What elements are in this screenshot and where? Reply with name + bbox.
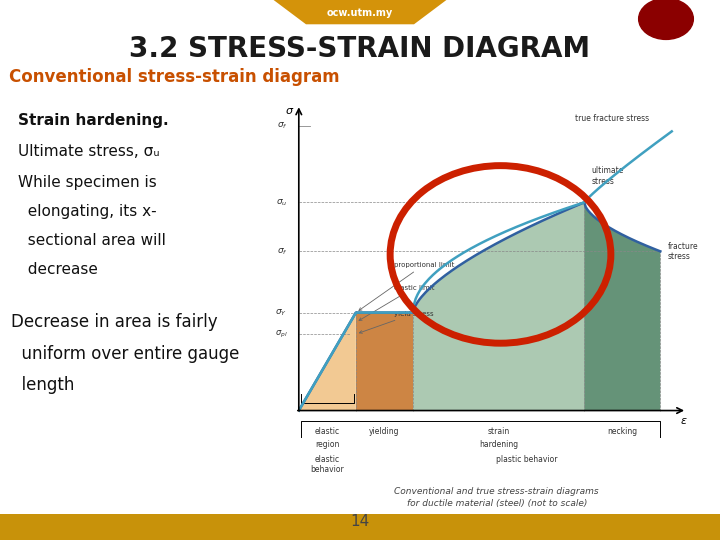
Text: σ: σ (286, 105, 293, 116)
Text: strain: strain (487, 427, 510, 436)
Text: 14: 14 (351, 514, 369, 529)
Text: elastic limit: elastic limit (359, 285, 434, 320)
Text: true fracture stress: true fracture stress (575, 114, 649, 123)
Text: decrease: decrease (18, 262, 98, 278)
Text: length: length (11, 376, 74, 394)
Text: Ultimate stress, σᵤ: Ultimate stress, σᵤ (18, 144, 160, 159)
Text: 3.2 STRESS-STRAIN DIAGRAM: 3.2 STRESS-STRAIN DIAGRAM (130, 35, 590, 63)
Text: Conventional and true stress-strain diagrams
for ductile material (steel) (not t: Conventional and true stress-strain diag… (395, 487, 599, 508)
Text: ocw.utm.my: ocw.utm.my (327, 9, 393, 18)
Polygon shape (584, 202, 660, 410)
Circle shape (639, 0, 693, 39)
Text: elastic: elastic (315, 427, 340, 436)
Text: ε: ε (680, 416, 686, 426)
Text: region: region (315, 440, 340, 449)
FancyBboxPatch shape (0, 514, 720, 540)
Text: proportional limit: proportional limit (359, 262, 454, 310)
Text: $\sigma_{pl}$: $\sigma_{pl}$ (275, 328, 287, 340)
Text: ultimate
stress: ultimate stress (592, 166, 624, 186)
Text: Strain hardening.: Strain hardening. (18, 113, 168, 129)
Text: Conventional stress-strain diagram: Conventional stress-strain diagram (9, 68, 339, 85)
Text: While specimen is: While specimen is (18, 175, 157, 190)
Text: $\sigma_u$: $\sigma_u$ (276, 197, 287, 207)
Text: hardening: hardening (479, 440, 518, 449)
Text: plastic behavior: plastic behavior (496, 455, 558, 464)
Text: elongating, its x-: elongating, its x- (18, 204, 157, 219)
Text: elastic
behavior: elastic behavior (310, 455, 344, 474)
Text: yield stress: yield stress (359, 310, 433, 333)
Text: Decrease in area is fairly: Decrease in area is fairly (11, 313, 217, 331)
Text: sectional area will: sectional area will (18, 233, 166, 248)
Text: yielding: yielding (369, 427, 400, 436)
Text: necking: necking (607, 427, 637, 436)
Polygon shape (356, 313, 413, 410)
Polygon shape (413, 202, 584, 410)
Text: uniform over entire gauge: uniform over entire gauge (11, 345, 239, 362)
Polygon shape (299, 313, 356, 410)
Text: $\sigma_f$: $\sigma_f$ (276, 120, 287, 131)
Text: $\sigma_f$: $\sigma_f$ (276, 246, 287, 256)
Text: $\sigma_Y$: $\sigma_Y$ (275, 307, 287, 318)
Text: fracture
stress: fracture stress (668, 242, 698, 261)
Polygon shape (274, 0, 446, 24)
Text: UTM: UTM (693, 15, 716, 23)
